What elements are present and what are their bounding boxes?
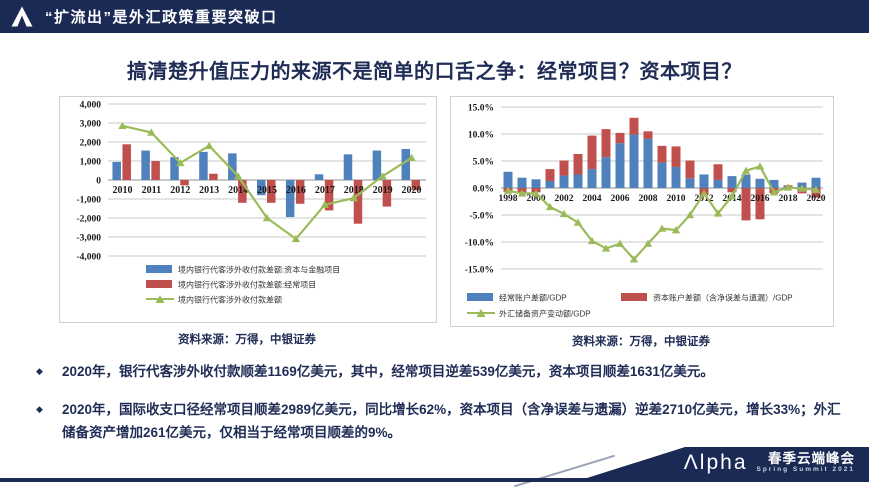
svg-text:2020: 2020 — [807, 194, 826, 204]
svg-text:外汇储备资产变动额/GDP: 外汇储备资产变动额/GDP — [499, 309, 591, 319]
footer-accent-line — [514, 454, 615, 487]
svg-text:资本账户差额（含净误差与遗漏）/GDP: 资本账户差额（含净误差与遗漏）/GDP — [653, 293, 793, 303]
svg-text:2015: 2015 — [257, 185, 277, 196]
svg-text:-3,000: -3,000 — [76, 234, 101, 244]
svg-text:2016: 2016 — [751, 194, 770, 204]
svg-text:2004: 2004 — [583, 194, 602, 204]
svg-text:2012: 2012 — [695, 194, 714, 204]
right-chart-source: 资料来源：万得，中银证券 — [572, 336, 710, 348]
footer-alpha-logo: Λlpha — [683, 451, 748, 474]
left-chart-panel: 4,000 3,000 2,000 1,000 0 -1,000 -2,000 -3,000 -… — [59, 96, 437, 323]
svg-text:2,000: 2,000 — [80, 139, 102, 149]
footer-event-name: 春季云端峰会 — [768, 450, 855, 466]
svg-text:2011: 2011 — [142, 185, 161, 196]
svg-text:2019: 2019 — [373, 185, 393, 196]
svg-text:2002: 2002 — [555, 194, 574, 204]
svg-text:15.0%: 15.0% — [468, 104, 494, 114]
bullet-list: ◆ 2020年，银行代客涉外收付款顺差1169亿美元，其中，经常项目逆差539亿… — [36, 360, 842, 459]
footer-event-block: 春季云端峰会 Spring Summit 2021 — [757, 451, 856, 475]
left-chart-source: 资料来源：万得，中银证券 — [178, 334, 316, 346]
bullet-text: 2020年，银行代客涉外收付款顺差1169亿美元，其中，经常项目逆差539亿美元… — [62, 364, 714, 379]
svg-text:2014: 2014 — [228, 185, 248, 196]
diamond-bullet-icon: ◆ — [36, 404, 43, 414]
svg-text:1,000: 1,000 — [80, 158, 102, 168]
svg-text:2018: 2018 — [779, 194, 798, 204]
svg-text:-1,000: -1,000 — [76, 196, 101, 206]
svg-text:-15.0%: -15.0% — [465, 266, 494, 276]
right-chart-panel: 15.0% 10.0% 5.0% 0.0% -5.0% -10.0% -15.0% 1998 2… — [450, 96, 834, 327]
svg-text:2006: 2006 — [611, 194, 630, 204]
svg-text:2016: 2016 — [286, 185, 306, 196]
svg-text:3,000: 3,000 — [80, 120, 102, 130]
svg-text:境内银行代客涉外收付款差额:资本与金融项目: 境内银行代客涉外收付款差额:资本与金融项目 — [178, 265, 340, 275]
svg-text:-10.0%: -10.0% — [465, 239, 494, 249]
svg-text:1998: 1998 — [499, 194, 518, 204]
left-chart: 4,000 3,000 2,000 1,000 0 -1,000 -2,000 -3,000 -… — [76, 101, 426, 305]
alpha-logo-icon — [11, 6, 33, 27]
svg-text:5.0%: 5.0% — [473, 158, 494, 168]
svg-text:-4,000: -4,000 — [76, 253, 101, 263]
svg-text:0: 0 — [96, 177, 101, 187]
diamond-bullet-icon: ◆ — [36, 366, 43, 376]
svg-text:2013: 2013 — [199, 185, 219, 196]
bullet-item: ◆ 2020年，银行代客涉外收付款顺差1169亿美元，其中，经常项目逆差539亿… — [36, 360, 842, 383]
right-chart: 15.0% 10.0% 5.0% 0.0% -5.0% -10.0% -15.0% 1998 2… — [465, 104, 826, 319]
svg-text:境内银行代客涉外收付款差额:经常项目: 境内银行代客涉外收付款差额:经常项目 — [178, 280, 316, 290]
svg-text:2008: 2008 — [639, 194, 658, 204]
svg-text:2010: 2010 — [667, 194, 686, 204]
svg-text:-2,000: -2,000 — [76, 215, 101, 225]
svg-text:10.0%: 10.0% — [468, 131, 494, 141]
bullet-item: ◆ 2020年，国际收支口径经常项目顺差2989亿美元，同比增长62%，资本项目… — [36, 398, 842, 444]
banner-title: “扩流出”是外汇政策重要突破口 — [45, 9, 278, 26]
svg-text:2012: 2012 — [170, 185, 190, 196]
svg-text:2000: 2000 — [527, 194, 546, 204]
svg-text:境内银行代客涉外收付款差额: 境内银行代客涉外收付款差额 — [178, 295, 282, 305]
top-banner: “扩流出”是外汇政策重要突破口 — [0, 0, 869, 33]
svg-text:经常账户差额/GDP: 经常账户差额/GDP — [499, 293, 567, 303]
footer-event-subtitle: Spring Summit 2021 — [756, 466, 855, 474]
footer-bar — [0, 478, 869, 482]
svg-text:2017: 2017 — [315, 185, 335, 196]
svg-text:2018: 2018 — [344, 185, 364, 196]
svg-text:4,000: 4,000 — [80, 101, 102, 111]
bullet-text: 2020年，国际收支口径经常项目顺差2989亿美元，同比增长62%，资本项目（含… — [62, 402, 841, 440]
svg-text:-5.0%: -5.0% — [469, 212, 494, 222]
svg-text:2020: 2020 — [402, 185, 422, 196]
svg-text:0.0%: 0.0% — [473, 185, 494, 195]
svg-text:2010: 2010 — [112, 185, 132, 196]
page-title: 搞清楚升值压力的来源不是简单的口舌之争：经常项目？资本项目？ — [127, 61, 742, 83]
